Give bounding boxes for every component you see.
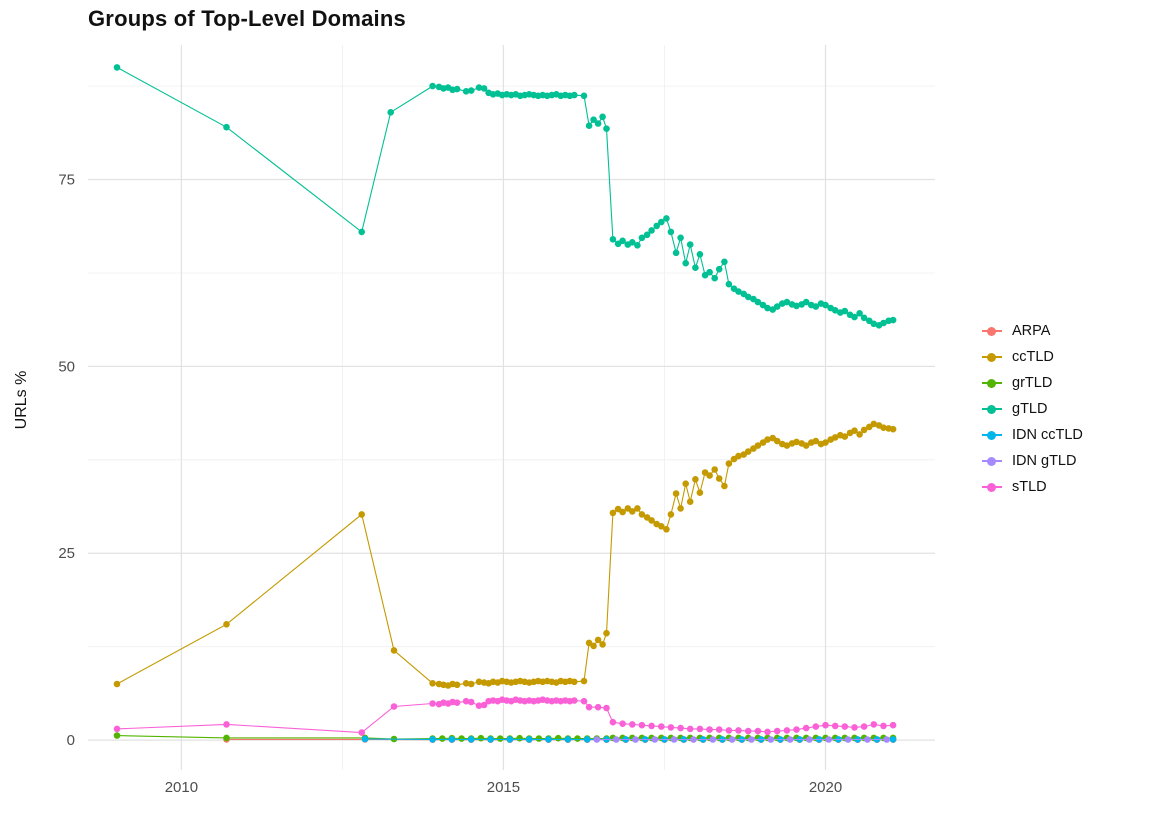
legend-label: IDN ccTLD [1012, 427, 1083, 443]
y-axis-label: URLs % [13, 370, 30, 430]
legend-key-dot [987, 326, 996, 336]
y-tick-label: 50 [58, 358, 75, 375]
series-sTLD [113, 696, 897, 736]
legend-item-grTLD: grTLD [980, 370, 1083, 396]
legend-label: IDN gTLD [1012, 453, 1077, 469]
legend-key-dot [987, 456, 996, 466]
legend-item-sTLD: sTLD [980, 474, 1083, 500]
legend-key-icon [980, 402, 1006, 416]
y-tick-label: 75 [58, 172, 75, 189]
legend: ARPA ccTLD grTLD gTLD IDN ccTLD IDN gTLD sTLD [980, 318, 1083, 500]
legend-key-icon [980, 480, 1006, 494]
series-gTLD [113, 64, 897, 329]
legend-label: ARPA [1012, 323, 1051, 339]
y-tick-label: 0 [67, 732, 75, 749]
legend-key-dot [987, 430, 996, 440]
series-line [116, 699, 894, 734]
legend-key-dot [987, 378, 996, 388]
series-IDN-gTLD [593, 736, 890, 743]
x-tick-label: 2020 [809, 779, 842, 796]
x-tick-label: 2010 [165, 779, 198, 796]
legend-key-dot [987, 404, 996, 414]
legend-item-IDN-gTLD: IDN gTLD [980, 448, 1083, 474]
legend-item-ARPA: ARPA [980, 318, 1083, 344]
legend-key-dot [987, 352, 996, 362]
legend-key-icon [980, 454, 1006, 468]
legend-label: gTLD [1012, 401, 1048, 417]
legend-label: ccTLD [1012, 349, 1054, 365]
legend-key-icon [980, 428, 1006, 442]
legend-key-icon [980, 350, 1006, 364]
chart-title: Groups of Top-Level Domains [88, 6, 406, 31]
legend-label: grTLD [1012, 375, 1053, 391]
legend-item-gTLD: gTLD [980, 396, 1083, 422]
series-line [116, 423, 894, 687]
legend-key-icon [980, 376, 1006, 390]
legend-key-dot [987, 482, 996, 492]
series-line [116, 66, 894, 326]
legend-item-ccTLD: ccTLD [980, 344, 1083, 370]
legend-label: sTLD [1012, 479, 1047, 495]
y-tick-label: 25 [58, 545, 75, 562]
legend-item-IDN-ccTLD: IDN ccTLD [980, 422, 1083, 448]
legend-key-icon [980, 324, 1006, 338]
x-tick-label: 2015 [487, 779, 520, 796]
series-ccTLD [113, 420, 897, 689]
